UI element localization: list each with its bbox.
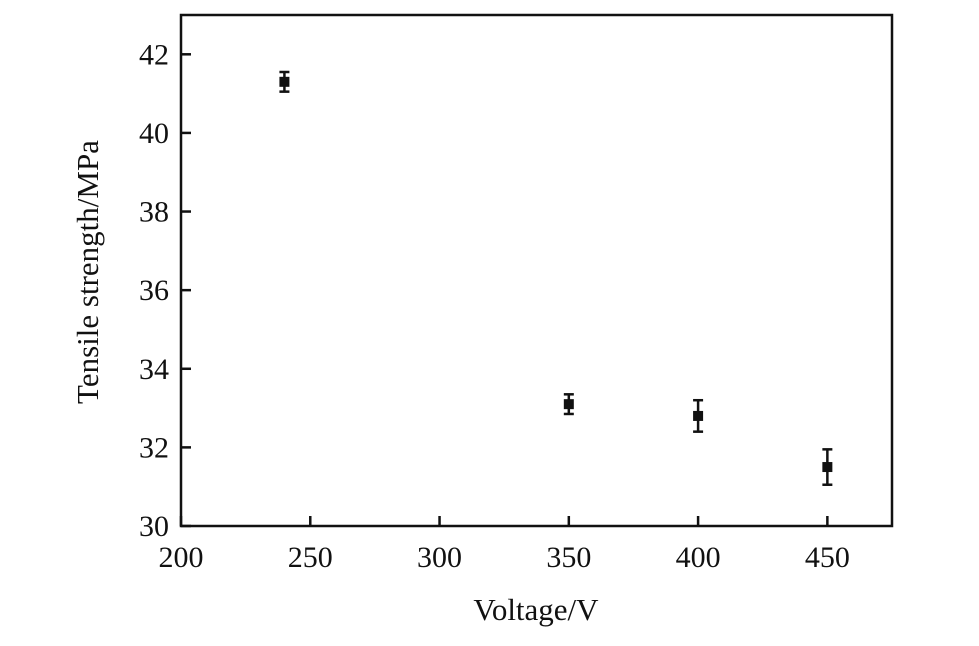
x-axis-ticks: 200 250 300 350 400 450 [159,516,850,574]
y-tick-label: 30 [139,510,169,543]
square-marker [563,399,574,410]
y-axis-ticks: 30 32 34 36 38 40 42 [139,38,191,543]
y-tick-label: 38 [139,196,169,229]
data-point [563,393,574,416]
y-tick-label: 36 [139,274,169,307]
x-tick-label: 450 [805,541,850,574]
plot-frame [179,13,894,528]
x-tick-label: 250 [288,541,333,574]
data-point [822,448,833,486]
x-tick-label: 300 [417,541,462,574]
x-tick-label: 350 [546,541,591,574]
y-tick-label: 42 [139,38,169,71]
y-tick-label: 32 [139,431,169,464]
y-tick-label: 40 [139,117,169,150]
square-marker [822,462,833,473]
x-tick-label: 200 [159,541,204,574]
x-axis-label: Voltage/V [473,592,599,627]
data-points [279,70,833,486]
data-point [279,70,290,93]
x-tick-label: 400 [676,541,721,574]
y-tick-label: 34 [139,353,169,386]
square-marker [279,76,290,87]
square-marker [693,410,704,421]
y-axis-label: Tensile strength/MPa [70,140,105,404]
data-point [693,398,704,433]
